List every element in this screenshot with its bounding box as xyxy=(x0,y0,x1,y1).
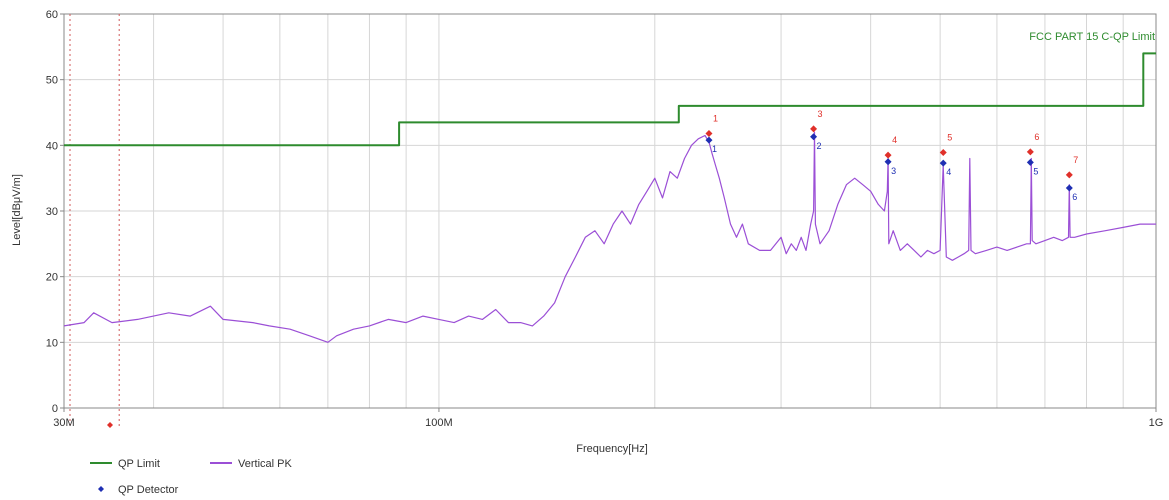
qp-detector-point xyxy=(705,136,713,144)
legend: QP Limit Vertical PK QP Detector xyxy=(90,458,292,496)
peak-marker-label: 1 xyxy=(713,114,718,124)
y-tick-label: 20 xyxy=(46,272,58,284)
vertical-pk-trace xyxy=(63,131,1156,343)
y-tick-label: 60 xyxy=(46,9,58,21)
y-tick-label: 0 xyxy=(52,403,58,415)
qp-detector-label: 5 xyxy=(1033,166,1038,176)
qp-detector-point xyxy=(1065,184,1073,192)
qp-detector-label: 6 xyxy=(1072,192,1077,202)
reference-marker-point xyxy=(107,422,113,428)
peak-marker xyxy=(1065,171,1073,179)
peak-marker xyxy=(1026,148,1034,156)
peak-marker-label: 6 xyxy=(1034,132,1039,142)
peak-marker-label: 3 xyxy=(818,109,823,119)
legend-qp-detector-label: QP Detector xyxy=(118,484,179,496)
x-tick-label: 30M xyxy=(53,417,74,429)
grid xyxy=(64,13,1156,409)
y-axis-label: Level[dBμV/m] xyxy=(11,174,23,246)
limit-annotation: FCC PART 15 C-QP Limit xyxy=(1029,31,1155,43)
qp-detector-point xyxy=(939,159,947,167)
y-tick-label: 40 xyxy=(46,140,58,152)
x-tick-label: 1G xyxy=(1149,417,1164,429)
x-axis-label: Frequency[Hz] xyxy=(576,443,648,455)
qp-detector-label: 1 xyxy=(712,144,717,154)
reference-markers xyxy=(69,14,120,428)
peak-marker-label: 4 xyxy=(892,135,897,145)
y-tick-label: 10 xyxy=(46,337,58,349)
qp-detector-label: 2 xyxy=(817,141,822,151)
points-layer: 1 3 4 5 6 7 1 2 3 4 5 6 xyxy=(705,109,1078,202)
peak-marker-label: 5 xyxy=(947,133,952,143)
x-tick-label: 100M xyxy=(425,417,453,429)
qp-detector-label: 3 xyxy=(891,166,896,176)
qp-detector-point xyxy=(884,158,892,166)
qp-detector-label: 4 xyxy=(946,167,951,177)
peak-marker xyxy=(810,125,818,133)
peak-marker xyxy=(939,149,947,157)
qp-detector-point xyxy=(1026,158,1034,166)
legend-vertical-pk-label: Vertical PK xyxy=(238,458,292,470)
y-tick-label: 30 xyxy=(46,206,58,218)
peak-marker xyxy=(884,151,892,159)
peak-marker-label: 7 xyxy=(1073,155,1078,165)
y-axis-ticks: 0 10 20 30 40 50 60 xyxy=(46,9,64,415)
y-tick-label: 50 xyxy=(46,75,58,87)
legend-qp-detector-swatch xyxy=(98,486,104,492)
qp-limit-line xyxy=(64,52,1156,147)
series-layer xyxy=(63,52,1156,343)
x-axis-ticks: 30M 100M 1G xyxy=(53,408,1163,429)
legend-qp-limit-label: QP Limit xyxy=(118,458,160,470)
peak-marker xyxy=(705,130,713,138)
qp-detector-point xyxy=(810,133,818,141)
